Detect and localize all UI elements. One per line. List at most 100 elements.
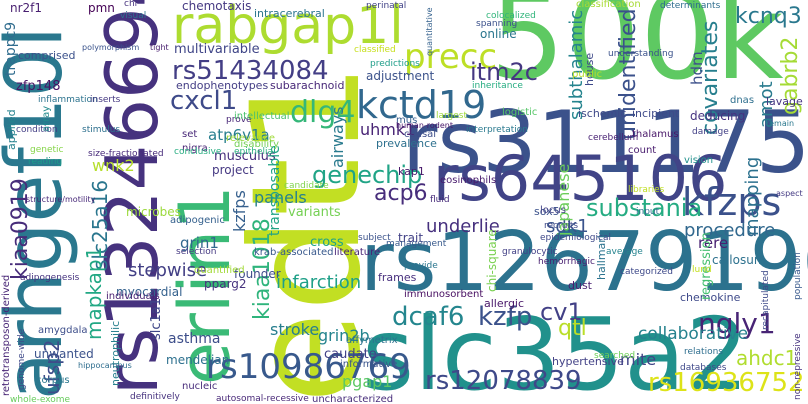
word: transposable bbox=[267, 145, 283, 236]
word: candidate bbox=[284, 181, 329, 191]
word: epithelia bbox=[234, 147, 274, 157]
word: grin1 bbox=[180, 234, 219, 252]
word: dnas bbox=[730, 95, 755, 106]
word: deducing bbox=[690, 109, 746, 123]
word: whole-exome bbox=[10, 395, 71, 404]
word: subarachnoid bbox=[270, 79, 345, 92]
word: kzfps bbox=[230, 190, 249, 232]
word: informative bbox=[340, 359, 398, 370]
word: rs16936752 bbox=[648, 368, 805, 398]
word: acp6 bbox=[374, 181, 428, 206]
word: libraries bbox=[628, 185, 665, 195]
word: kfzps bbox=[682, 180, 782, 224]
word: chemotaxis bbox=[182, 0, 252, 13]
word: cxcl1 bbox=[170, 86, 238, 116]
word: databases bbox=[680, 363, 727, 373]
word: interpretation bbox=[466, 125, 529, 135]
word: recapitulated bbox=[761, 270, 771, 330]
word: cv1 bbox=[540, 298, 583, 326]
word: thalamus bbox=[632, 129, 679, 140]
word: stimulus bbox=[82, 125, 121, 135]
word: incipient bbox=[632, 107, 680, 120]
word: asthma bbox=[168, 331, 221, 347]
word: intracerebral bbox=[254, 7, 325, 20]
word: non-repressive bbox=[793, 333, 803, 400]
word: slc35a2 bbox=[362, 296, 750, 404]
word: rabgap1l bbox=[172, 0, 404, 56]
word: adipogenesis bbox=[20, 273, 80, 283]
word: rs3111754 bbox=[402, 93, 808, 193]
word: disability bbox=[234, 139, 279, 150]
word: classified bbox=[354, 45, 396, 55]
word: callosum bbox=[712, 253, 766, 267]
word: quantified bbox=[194, 265, 245, 276]
word: largest bbox=[436, 111, 468, 121]
word: zfp148 bbox=[16, 79, 61, 94]
word: reading bbox=[28, 157, 63, 167]
word: adipogenic bbox=[170, 215, 225, 226]
word: affymetrix bbox=[346, 335, 398, 346]
word: caudate bbox=[324, 347, 377, 362]
word: unidentified bbox=[616, 8, 641, 140]
word: mus bbox=[396, 115, 418, 126]
word: corpus bbox=[36, 375, 70, 386]
word: kcnq3 bbox=[735, 4, 802, 29]
word: neutrophilic bbox=[109, 320, 122, 386]
word: variants bbox=[288, 205, 341, 220]
word: human-rodent bbox=[396, 121, 454, 130]
word: kiaa0919 bbox=[8, 178, 33, 280]
word: mite bbox=[620, 350, 657, 369]
word: array bbox=[41, 105, 52, 132]
word: locus bbox=[540, 205, 566, 216]
word: dlg4 bbox=[290, 95, 356, 130]
word: chr bbox=[124, 0, 139, 9]
word: 500k bbox=[490, 0, 784, 106]
word: multivariable bbox=[174, 42, 260, 57]
word: kap1 bbox=[398, 165, 425, 178]
word: input bbox=[636, 207, 660, 217]
word: inheritance bbox=[472, 81, 523, 91]
word: structure/motility bbox=[26, 195, 96, 204]
word: chi-square bbox=[485, 229, 499, 292]
word: trait bbox=[398, 231, 424, 245]
word: classification bbox=[576, 0, 641, 10]
word: selection bbox=[176, 247, 217, 257]
word: population bbox=[793, 252, 803, 300]
word: spanning bbox=[476, 19, 518, 29]
word: rs51434084 bbox=[172, 56, 329, 86]
word: qtl bbox=[558, 316, 587, 341]
word: colocalized bbox=[486, 11, 536, 21]
word: logistic bbox=[502, 107, 538, 118]
word: nigra bbox=[182, 143, 208, 154]
word: fluid bbox=[430, 195, 450, 205]
word: inserts bbox=[90, 95, 121, 105]
word: online bbox=[480, 27, 517, 41]
word: uhmk1 bbox=[360, 120, 416, 139]
word: subject bbox=[358, 233, 391, 243]
word: damage bbox=[692, 127, 729, 137]
word: chemokine bbox=[680, 291, 741, 304]
word: retrotransposon-derived bbox=[1, 274, 12, 396]
word: sox5 bbox=[534, 205, 560, 218]
word: provide bbox=[404, 261, 438, 271]
word: determinants bbox=[660, 1, 721, 11]
word: itm2c bbox=[470, 58, 538, 86]
word: infarction bbox=[276, 272, 362, 293]
word: ahdc1 bbox=[736, 346, 798, 370]
word: set bbox=[182, 129, 198, 140]
word: categorized bbox=[620, 267, 673, 277]
word: dcaf6 bbox=[392, 302, 465, 332]
word: underlie bbox=[426, 216, 500, 237]
word: perinatal bbox=[366, 1, 407, 11]
word: kzfp bbox=[478, 302, 533, 332]
word: hippocampus bbox=[78, 361, 132, 370]
word: myocardial bbox=[116, 285, 183, 299]
word: founder bbox=[234, 267, 281, 281]
word: musculus bbox=[214, 149, 276, 164]
word: kctd19 bbox=[356, 83, 487, 127]
word: panels bbox=[254, 188, 307, 207]
word: causal bbox=[404, 129, 437, 140]
word: prove bbox=[226, 115, 252, 125]
word: eosinophils bbox=[440, 175, 497, 186]
word: rs10986769 bbox=[206, 347, 411, 387]
